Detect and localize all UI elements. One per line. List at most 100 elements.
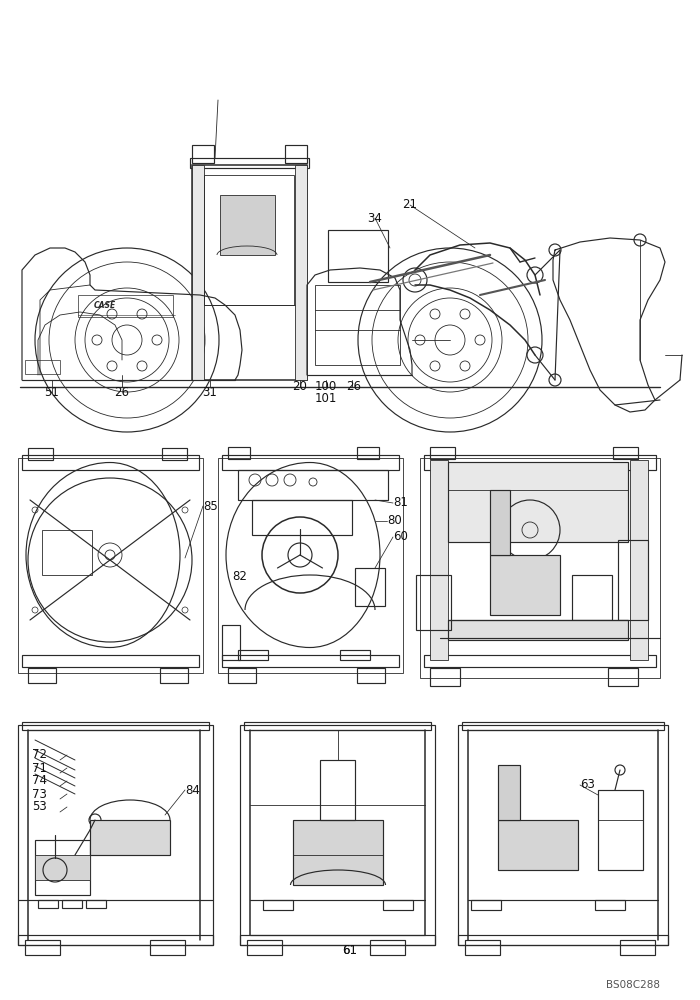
Bar [328, 230, 388, 282]
Bar [228, 447, 250, 459]
Text: 80: 80 [387, 514, 402, 528]
Bar [35, 855, 90, 880]
Bar [78, 295, 173, 317]
Text: 26: 26 [115, 385, 130, 398]
Bar [247, 940, 282, 955]
Bar [22, 655, 199, 667]
Bar [448, 620, 628, 640]
Bar [18, 935, 213, 945]
Bar [18, 725, 213, 945]
Bar [25, 360, 60, 374]
Bar [86, 900, 106, 908]
Text: BS08C288: BS08C288 [606, 980, 660, 990]
Bar [608, 668, 638, 686]
Bar [618, 540, 648, 620]
Bar [293, 820, 383, 885]
Text: 21: 21 [402, 198, 417, 212]
Text: 81: 81 [393, 496, 408, 510]
Bar [424, 655, 656, 667]
Bar [315, 285, 400, 365]
Text: 73: 73 [32, 788, 47, 800]
Text: 34: 34 [368, 212, 382, 225]
Bar [192, 145, 214, 163]
Bar [222, 655, 399, 667]
Bar [190, 158, 309, 168]
Text: 71: 71 [32, 762, 47, 774]
Text: 51: 51 [45, 385, 60, 398]
Text: 53: 53 [32, 800, 47, 814]
Bar [28, 448, 53, 460]
Bar [192, 165, 204, 380]
Bar [28, 668, 56, 683]
Bar [340, 650, 370, 660]
Bar [240, 935, 435, 945]
Bar [162, 448, 187, 460]
Bar [18, 458, 203, 673]
Bar [490, 490, 510, 555]
Text: 84: 84 [185, 784, 200, 796]
Bar [498, 765, 520, 820]
Text: 63: 63 [580, 778, 595, 792]
Bar [370, 940, 405, 955]
Bar [252, 500, 352, 535]
Bar [238, 470, 388, 500]
Text: 26: 26 [346, 380, 361, 393]
Text: 72: 72 [32, 748, 47, 762]
Bar [357, 447, 379, 459]
Bar [490, 555, 560, 615]
Bar [42, 530, 92, 575]
Text: 31: 31 [202, 385, 218, 398]
Bar [218, 458, 403, 673]
Bar [357, 668, 385, 683]
Bar [22, 455, 199, 470]
Bar [430, 668, 460, 686]
Bar [240, 725, 435, 945]
Bar [38, 900, 58, 908]
Bar [90, 820, 170, 855]
Bar [458, 725, 668, 945]
Bar [598, 790, 643, 870]
Bar [448, 462, 628, 542]
Text: 101: 101 [315, 391, 337, 404]
Bar [62, 900, 82, 908]
Bar [150, 940, 185, 955]
Bar [416, 575, 451, 630]
Bar [160, 668, 188, 683]
Bar [620, 940, 655, 955]
Bar [355, 568, 385, 606]
Text: 74: 74 [32, 774, 47, 788]
Bar [238, 650, 268, 660]
Bar [420, 458, 660, 678]
Text: CASE: CASE [94, 302, 116, 310]
Bar [613, 447, 638, 459]
Bar [220, 195, 275, 255]
Text: 20: 20 [293, 380, 307, 393]
Bar [471, 900, 501, 910]
Text: 61: 61 [342, 944, 358, 956]
Bar [35, 840, 90, 895]
Bar [263, 900, 293, 910]
Bar [465, 940, 500, 955]
Bar [244, 722, 431, 730]
Bar [498, 820, 578, 870]
Text: 82: 82 [232, 570, 247, 582]
Bar [285, 145, 307, 163]
Bar [204, 175, 294, 305]
Bar [430, 460, 448, 660]
Bar [320, 760, 355, 820]
Bar [595, 900, 625, 910]
Bar [462, 722, 664, 730]
Bar [192, 165, 307, 380]
Bar [430, 447, 455, 459]
Bar [228, 668, 256, 683]
Text: 60: 60 [393, 530, 408, 544]
Bar [22, 722, 209, 730]
Bar [222, 625, 240, 660]
Bar [222, 455, 399, 470]
Bar [572, 575, 612, 620]
Bar [295, 165, 307, 380]
Text: 61: 61 [342, 944, 358, 956]
Bar [383, 900, 413, 910]
Text: 100: 100 [315, 380, 337, 393]
Bar [25, 940, 60, 955]
